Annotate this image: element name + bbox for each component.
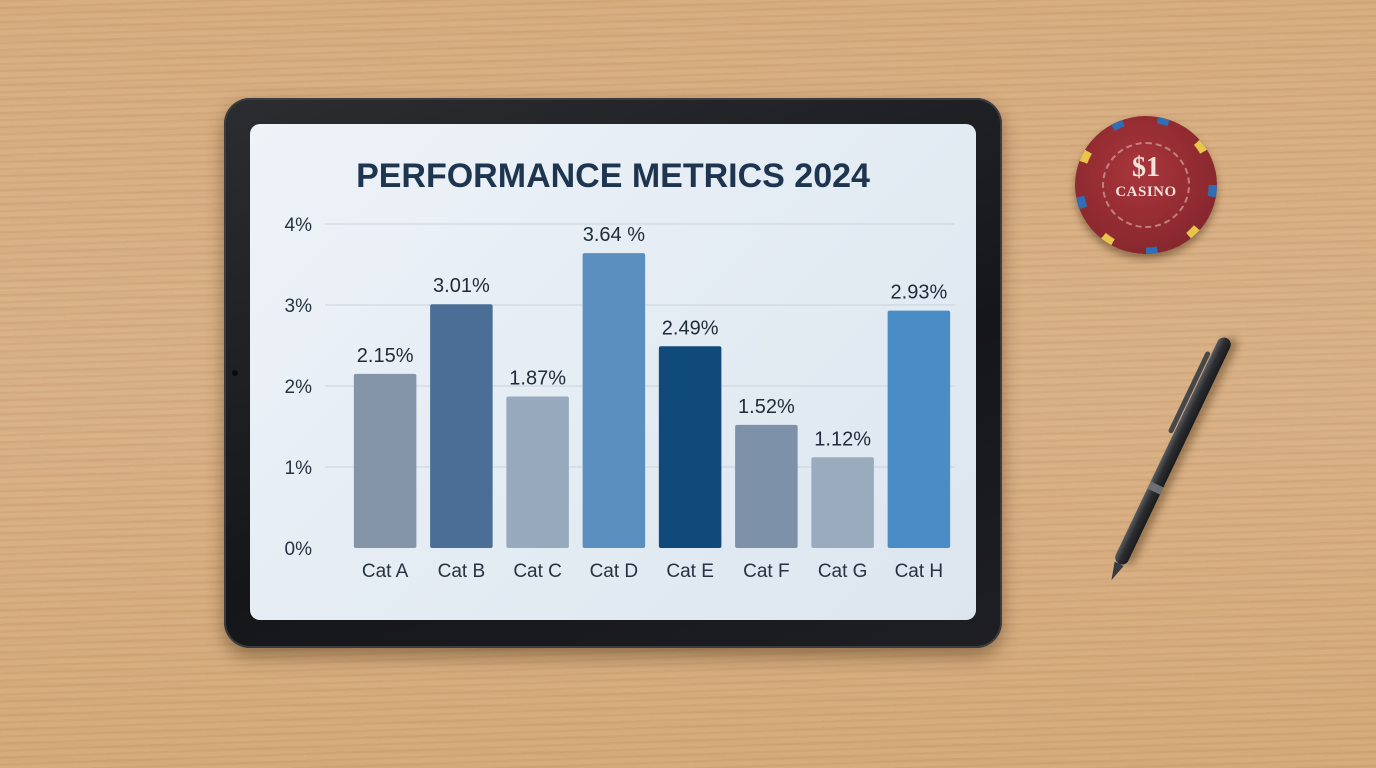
- pen: [1106, 335, 1234, 583]
- x-tick-label: Cat E: [666, 561, 714, 582]
- x-tick-label: Cat C: [513, 561, 562, 582]
- bar: [430, 304, 493, 548]
- x-axis-ticks: Cat A Cat B Cat C Cat D Cat E Cat F Cat G Cat H: [362, 561, 943, 582]
- data-label: 2.49%: [662, 317, 719, 339]
- x-tick-label: Cat H: [895, 561, 944, 582]
- casino-chip: $1 CASINO: [1075, 116, 1217, 254]
- camera-dot: [232, 370, 238, 376]
- x-tick-label: Cat D: [590, 561, 639, 582]
- data-labels: 2.15% 3.01% 1.87% 3.64 % 2.49% 1.52% 1.12% 2.93…: [357, 224, 948, 450]
- pen-tip: [1106, 561, 1124, 583]
- x-tick-label: Cat B: [438, 561, 486, 582]
- data-label: 1.12%: [814, 428, 871, 450]
- bar: [735, 424, 798, 548]
- y-tick-label: 2%: [285, 377, 313, 398]
- data-label: 1.52%: [738, 396, 795, 418]
- bar-chart: PERFORMANCE METRICS 2024 0% 1% 2% 3% 4% 2.15…: [285, 157, 955, 582]
- tablet: PERFORMANCE METRICS 2024 0% 1% 2% 3% 4% 2.15…: [224, 98, 1002, 648]
- chip-word: CASINO: [1115, 184, 1177, 200]
- data-label: 3.64 %: [583, 224, 645, 246]
- data-label: 1.87%: [509, 368, 566, 390]
- x-tick-label: Cat G: [818, 561, 868, 582]
- bar: [582, 253, 646, 548]
- bar: [658, 346, 722, 548]
- tablet-screen: PERFORMANCE METRICS 2024 0% 1% 2% 3% 4% 2.15…: [250, 124, 976, 620]
- chart-title: PERFORMANCE METRICS 2024: [356, 157, 870, 195]
- bar: [811, 457, 874, 548]
- chip-value: $1: [1132, 152, 1160, 183]
- bar: [887, 310, 951, 548]
- bar: [506, 396, 569, 548]
- y-tick-label: 4%: [285, 215, 313, 236]
- x-tick-label: Cat F: [743, 561, 789, 582]
- chip-center: $1 CASINO: [1102, 142, 1190, 228]
- y-tick-label: 1%: [285, 458, 313, 479]
- y-axis-ticks: 0% 1% 2% 3% 4%: [285, 215, 313, 560]
- data-label: 2.93%: [891, 282, 948, 304]
- data-label: 3.01%: [433, 275, 490, 297]
- bar: [353, 373, 417, 548]
- y-tick-label: 0%: [285, 539, 313, 560]
- x-tick-label: Cat A: [362, 561, 409, 582]
- pen-clip: [1167, 350, 1211, 435]
- data-label: 2.15%: [357, 345, 414, 367]
- pen-band: [1147, 481, 1164, 495]
- y-tick-label: 3%: [285, 296, 313, 317]
- bars: [353, 253, 951, 548]
